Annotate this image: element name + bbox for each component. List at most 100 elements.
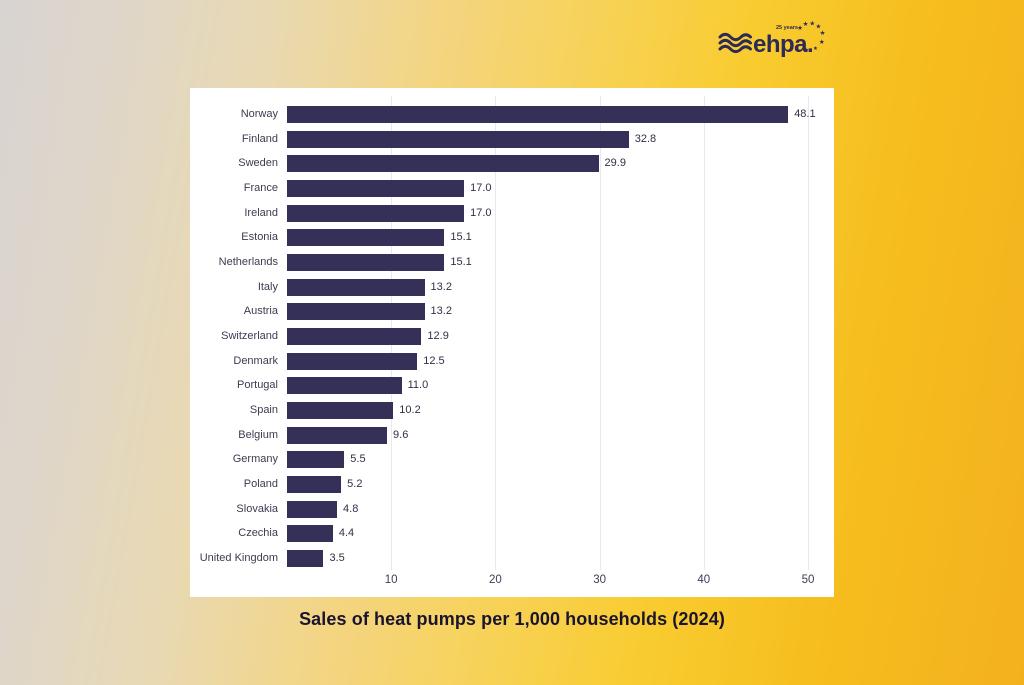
value-label: 17.0 — [470, 206, 492, 219]
chart-row: France 17.0 — [190, 180, 834, 198]
chart-row: Switzerland 12.9 — [190, 327, 834, 345]
country-label: Spain — [249, 403, 278, 416]
country-label: Belgium — [238, 428, 278, 441]
chart-row: Italy 13.2 — [190, 278, 834, 296]
svg-text:★: ★ — [805, 47, 810, 52]
svg-text:★: ★ — [809, 20, 815, 28]
svg-text:★: ★ — [815, 22, 821, 30]
chart-row: Denmark 12.5 — [190, 352, 834, 370]
ehpa-logo: ehpa. 25 years ★ ★ ★ ★ ★ ★ ★ ★ — [716, 16, 828, 62]
x-tick-label: 50 — [801, 574, 815, 586]
ehpa-logo-graphic: ehpa. 25 years ★ ★ ★ ★ ★ ★ ★ ★ — [718, 20, 826, 58]
bar — [287, 352, 418, 370]
country-label: Denmark — [233, 354, 278, 367]
country-label: Slovakia — [236, 502, 278, 515]
value-label: 48.1 — [794, 108, 816, 121]
value-label: 4.8 — [343, 502, 359, 515]
x-tick-label: 10 — [384, 574, 398, 586]
value-label: 3.5 — [329, 551, 345, 564]
bar — [287, 278, 425, 296]
bar — [287, 327, 422, 345]
svg-text:★: ★ — [813, 45, 818, 52]
country-label: Ireland — [244, 206, 278, 219]
x-tick-label: 30 — [593, 574, 606, 586]
svg-text:★: ★ — [820, 29, 826, 37]
country-label: Czechia — [238, 527, 278, 540]
value-label: 5.5 — [350, 453, 366, 466]
country-label: France — [243, 182, 278, 195]
chart-row: United Kingdom 3.5 — [190, 549, 834, 567]
chart-row: Spain 10.2 — [190, 401, 834, 419]
country-label: Italy — [257, 280, 278, 293]
gridline — [703, 96, 705, 570]
eu-stars-icon: ★ ★ ★ ★ ★ ★ ★ ★ — [797, 20, 826, 53]
svg-text:★: ★ — [819, 38, 825, 46]
chart-row: Norway 48.1 — [190, 106, 834, 124]
chart-row: Belgium 9.6 — [190, 426, 834, 444]
country-label: Norway — [240, 108, 278, 121]
bar-chart: 10 20 30 40 50 Norway 48.1 Finland 32.8 Sweden 29.… — [190, 88, 834, 597]
value-label: 17.0 — [470, 182, 492, 195]
country-label: Estonia — [241, 231, 278, 244]
bar — [287, 130, 629, 148]
waves-icon — [718, 32, 752, 54]
bar — [287, 451, 345, 469]
bar — [287, 155, 599, 173]
bar — [287, 549, 324, 567]
value-label: 9.6 — [393, 428, 409, 441]
bar — [287, 377, 402, 395]
bar — [287, 426, 388, 444]
chart-row: Ireland 17.0 — [190, 204, 834, 222]
chart-row: Finland 32.8 — [190, 130, 834, 148]
country-label: Germany — [232, 453, 278, 466]
bar — [287, 525, 333, 543]
country-label: Portugal — [237, 379, 278, 392]
value-label: 15.1 — [450, 256, 472, 269]
svg-text:★: ★ — [797, 24, 803, 32]
value-label: 5.2 — [347, 477, 363, 490]
brand-wordmark: ehpa. — [753, 31, 813, 58]
x-tick-label: 40 — [697, 574, 711, 586]
chart-row: Germany 5.5 — [190, 451, 834, 469]
bar — [287, 254, 445, 272]
chart-row: Netherlands 15.1 — [190, 254, 834, 272]
country-label: Switzerland — [221, 329, 278, 342]
value-label: 4.4 — [338, 527, 355, 540]
value-label: 11.0 — [407, 379, 429, 392]
country-label: Poland — [243, 477, 278, 490]
value-label: 13.2 — [430, 305, 452, 318]
gridline — [599, 96, 601, 570]
value-label: 29.9 — [604, 157, 626, 170]
country-label: Austria — [243, 305, 278, 318]
country-label: Netherlands — [218, 256, 278, 269]
chart-row: Austria 13.2 — [190, 303, 834, 321]
bar — [287, 106, 789, 124]
bar — [287, 303, 425, 321]
chart-caption: Sales of heat pumps per 1,000 households… — [299, 609, 725, 629]
chart-row: Estonia 15.1 — [190, 229, 834, 247]
chart-row: Czechia 4.4 — [190, 525, 834, 543]
bar — [287, 204, 465, 222]
value-label: 12.9 — [427, 329, 449, 342]
gridline — [495, 96, 497, 570]
chart-card: 10 20 30 40 50 Norway 48.1 Finland 32.8 Sweden 29.… — [190, 88, 834, 597]
value-label: 12.5 — [423, 354, 445, 367]
chart-row: Slovakia 4.8 — [190, 500, 834, 518]
value-label: 15.1 — [450, 231, 472, 244]
value-label: 13.2 — [430, 280, 452, 293]
country-label: Sweden — [238, 157, 278, 170]
value-label: 32.8 — [634, 132, 657, 145]
chart-row: Poland 5.2 — [190, 475, 834, 493]
bar — [287, 500, 338, 518]
bar — [287, 229, 445, 247]
gridline — [808, 96, 809, 570]
bar — [287, 401, 394, 419]
x-tick-label: 20 — [488, 574, 502, 586]
bar — [287, 475, 342, 493]
country-label: Finland — [241, 132, 278, 145]
country-label: United Kingdom — [199, 551, 278, 564]
chart-row: Sweden 29.9 — [190, 155, 834, 173]
svg-text:★: ★ — [803, 20, 809, 28]
bar — [287, 180, 465, 198]
value-label: 10.2 — [399, 403, 421, 416]
